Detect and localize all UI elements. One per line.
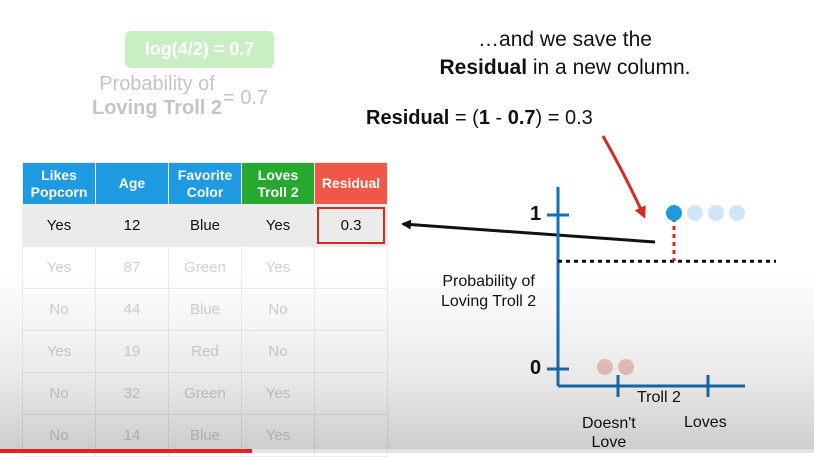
log-odds-badge: log(4/2) = 0.7 (125, 31, 274, 68)
residual-formula: Residual = (1 - 0.7) = 0.3 (366, 107, 593, 130)
loves-point (687, 205, 703, 221)
table-cell: Yes (241, 204, 315, 247)
header-loves-troll-2: Loves Troll 2 (241, 162, 315, 205)
caption-residual-word: Residual (439, 56, 528, 79)
video-progress-fill (0, 449, 253, 453)
x-category-loves: Loves (684, 414, 727, 431)
table-cell (314, 372, 388, 415)
table-row: No 44 Blue No (22, 288, 388, 331)
formula-minus: - (489, 107, 508, 129)
table-row: No 32 Green Yes (22, 372, 388, 415)
table-cell: Green (168, 372, 242, 415)
slide-caption: …and we save the Residual in a new colum… (400, 26, 730, 82)
header-age: Age (95, 162, 169, 205)
faded-probability-line2: Loving Troll 2 (91, 97, 222, 119)
header-likes-popcorn: Likes Popcorn (22, 162, 96, 205)
table-cell: 87 (95, 246, 169, 289)
doesnt-love-point (618, 359, 634, 375)
table-cell: Yes (22, 204, 96, 247)
loves-point (708, 205, 724, 221)
table-cell (314, 330, 388, 373)
table-cell: Green (168, 246, 242, 289)
loves-points-group (666, 205, 745, 221)
doesnt-love-points-group (597, 359, 634, 375)
formula-observed: 1 (478, 107, 490, 129)
table-cell: No (241, 330, 315, 373)
header-favorite-color: Favorite Color (168, 162, 242, 205)
header-residual: Residual (314, 162, 388, 205)
y-tick-label-1: 1 (530, 203, 542, 225)
formula-pointer-arrow (601, 135, 646, 219)
doesnt-love-point (597, 359, 613, 375)
table-header-row: Likes Popcorn Age Favorite Color Loves T… (22, 162, 388, 205)
x-category-doesnt-love-line1: Doesn't (582, 415, 636, 432)
table-cell (314, 288, 388, 331)
table-row: Yes 12 Blue Yes 0.3 (22, 204, 388, 247)
faded-probability-label: Probability of Loving Troll 2 (72, 72, 242, 120)
x-axis-label: Troll 2 (637, 389, 681, 406)
formula-predicted: 0.7 (507, 107, 536, 129)
table-cell: No (22, 372, 96, 415)
video-progress-bar[interactable] (0, 449, 814, 453)
caption-line1: …and we save the (478, 28, 652, 51)
formula-result: ) = 0.3 (535, 107, 593, 129)
residual-cell-highlighted: 0.3 (314, 204, 388, 247)
table-cell: 19 (95, 330, 169, 373)
y-axis-label: Probability of Loving Troll 2 (441, 272, 536, 312)
y-axis-label-line1: Probability of (442, 273, 535, 290)
residual-to-table-arrow (401, 219, 656, 244)
table-cell (314, 414, 388, 457)
y-tick-label-0: 0 (530, 357, 542, 379)
formula-eq: = ( (449, 107, 479, 129)
table-cell: Yes (241, 246, 315, 289)
formula-label: Residual (366, 107, 450, 129)
table-cell: 12 (95, 204, 169, 247)
table-cell: 32 (95, 372, 169, 415)
caption-line2-rest: in a new column. (527, 56, 691, 79)
table-row: Yes 19 Red No (22, 330, 388, 373)
caption-line2: Residual in a new column. (400, 54, 730, 82)
loves-point (729, 205, 745, 221)
x-category-doesnt-love: Doesn't Love (582, 414, 636, 452)
table-cell: Blue (168, 288, 242, 331)
y-axis-label-line2: Loving Troll 2 (441, 293, 537, 310)
residual-value: 0.3 (317, 207, 385, 244)
table-cell: Blue (168, 204, 242, 247)
faded-probability-value: = 0.7 (223, 87, 269, 109)
x-category-doesnt-love-line2: Love (591, 434, 627, 451)
highlighted-loves-point (666, 205, 682, 221)
faded-probability-line1: Probability of (99, 73, 215, 95)
